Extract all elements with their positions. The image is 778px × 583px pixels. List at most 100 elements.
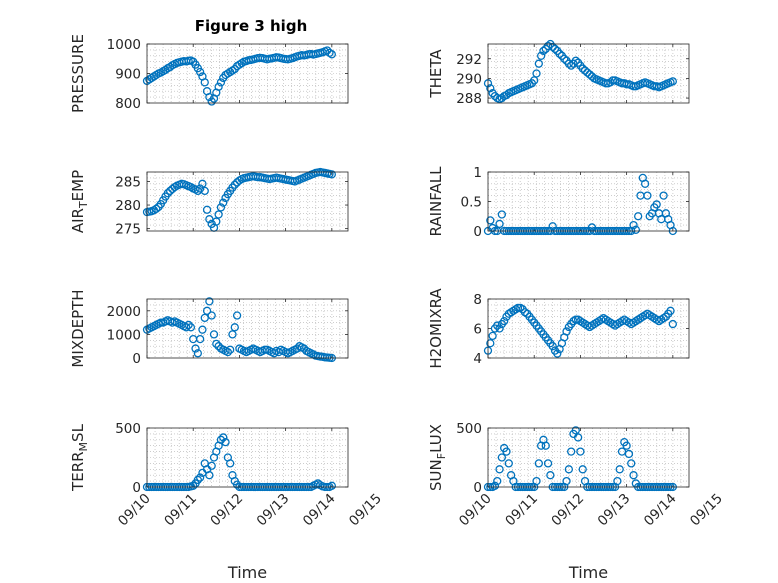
data-point (216, 435, 226, 444)
data-point (486, 216, 495, 225)
data-point (555, 49, 564, 58)
data-point (216, 78, 226, 87)
data-point (214, 210, 223, 219)
data-point (186, 323, 196, 332)
data-point (163, 189, 172, 198)
data-point (567, 447, 576, 456)
axes-box (487, 43, 690, 104)
subplot-h2omixra: 4 6 8 H2OMIXRA (427, 288, 690, 369)
data-point (228, 330, 237, 339)
data-point (573, 433, 583, 442)
data-point (219, 433, 228, 442)
axes-box (146, 171, 349, 232)
x-tick-label: 09/13 (595, 491, 634, 530)
x-tick-label: 09/12 (548, 491, 587, 530)
axes-box (146, 427, 349, 488)
data-point (214, 82, 223, 91)
data-point (205, 471, 214, 480)
data-point (643, 191, 652, 200)
data-point (486, 339, 495, 348)
data-point (205, 215, 214, 224)
data-point (232, 311, 242, 320)
data-point (534, 59, 543, 68)
y-axis-label: TERRMSL (69, 423, 90, 492)
data-point (189, 481, 198, 490)
data-point (493, 476, 502, 486)
data-point (182, 323, 191, 332)
y-tick-label: 0 (132, 351, 141, 367)
data-point (497, 210, 507, 219)
data-point (553, 349, 562, 358)
y-tick-label: 0.5 (461, 195, 482, 211)
data-point (571, 426, 580, 435)
data-point (488, 331, 497, 341)
data-point (195, 334, 205, 344)
data-point (576, 447, 585, 456)
subplot-pressure: 800 900 1000 PRESSURE (69, 34, 349, 113)
axes-box (487, 427, 690, 488)
data-point (486, 84, 495, 93)
data-point (490, 481, 500, 490)
data-point (634, 212, 643, 221)
figure-title: Figure 3 high (195, 17, 308, 35)
data-point (209, 330, 219, 339)
data-point (659, 191, 668, 200)
data-point (548, 342, 557, 351)
data-point (666, 306, 675, 315)
x-tick-label: 09/14 (641, 491, 680, 530)
data-point (539, 46, 548, 56)
data-point (627, 459, 636, 468)
data-point (548, 222, 557, 231)
data-point (230, 323, 239, 332)
x-axis-title: Time (227, 563, 267, 582)
data-point (543, 459, 553, 468)
data-point (631, 225, 641, 234)
data-point (668, 77, 677, 86)
axes-box (487, 298, 690, 359)
y-tick-label: 4 (473, 351, 482, 367)
y-axis-label: H2OMIXRA (427, 288, 445, 369)
subplot-theta: 288 290 292 THETA (427, 39, 690, 107)
data-point (207, 311, 216, 320)
x-tick-label: 09/13 (254, 491, 293, 530)
data-point (212, 339, 221, 348)
data-point (269, 349, 279, 358)
data-point (193, 475, 202, 485)
x-tick-label: 09/11 (502, 491, 541, 530)
data-point (156, 318, 166, 327)
y-tick-label: 288 (456, 91, 482, 107)
y-tick-label: 500 (115, 421, 141, 437)
y-tick-label: 275 (115, 222, 141, 238)
data-point (564, 59, 574, 68)
data-point (230, 180, 239, 189)
y-tick-label: 0 (132, 480, 141, 496)
data-point (571, 56, 580, 65)
data-point (571, 315, 580, 324)
subplot-mixdepth: 0 1000 2000 MIXDEPTH (69, 289, 349, 368)
y-tick-label: 0 (473, 480, 482, 496)
x-tick-label: 09/15 (687, 491, 726, 530)
y-tick-label: 1 (473, 165, 482, 181)
y-tick-label: 0 (473, 224, 482, 240)
data-point (221, 438, 230, 447)
data-point (200, 313, 209, 323)
data-point (550, 44, 560, 54)
y-tick-label: 8 (473, 292, 482, 308)
x-tick-label: 09/11 (161, 491, 200, 530)
y-tick-label: 285 (115, 174, 141, 190)
x-tick-label: 09/14 (300, 491, 339, 530)
y-tick-label: 2000 (107, 304, 141, 320)
subplot-terr_msl: 0 500 TERRMSL 09/10 09/11 09/12 09/13 09/14 09/1… (69, 421, 385, 582)
data-point (184, 320, 193, 330)
y-axis-label: AIRTEMP (69, 170, 90, 233)
data-point (562, 327, 571, 336)
data-point (532, 69, 541, 78)
data-point (195, 67, 205, 77)
data-point (629, 220, 638, 230)
data-point (495, 219, 504, 229)
x-tick-label: 09/15 (346, 491, 385, 530)
data-point (513, 303, 523, 313)
y-tick-label: 900 (115, 67, 141, 83)
